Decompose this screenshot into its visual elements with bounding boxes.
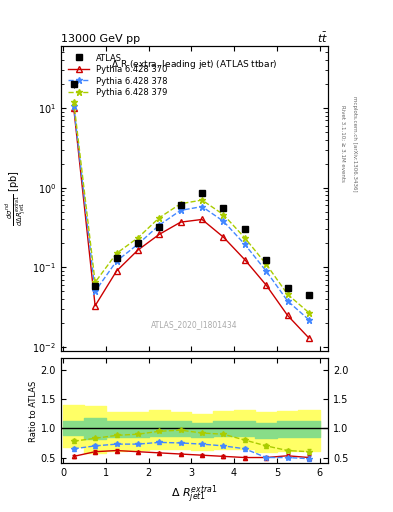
Text: $t\bar{t}$: $t\bar{t}$ bbox=[317, 30, 328, 45]
Text: mcplots.cern.ch [arXiv:1306.3436]: mcplots.cern.ch [arXiv:1306.3436] bbox=[352, 96, 357, 191]
Legend: ATLAS, Pythia 6.428 370, Pythia 6.428 378, Pythia 6.428 379: ATLAS, Pythia 6.428 370, Pythia 6.428 37… bbox=[65, 50, 171, 100]
Y-axis label: Ratio to ATLAS: Ratio to ATLAS bbox=[29, 380, 38, 441]
Text: Rivet 3.1.10; ≥ 3.1M events: Rivet 3.1.10; ≥ 3.1M events bbox=[340, 105, 345, 182]
Text: 13000 GeV pp: 13000 GeV pp bbox=[61, 34, 140, 44]
Text: ATLAS_2020_I1801434: ATLAS_2020_I1801434 bbox=[151, 321, 238, 329]
Y-axis label: $\frac{d\sigma^{nd}}{d\Delta R_{jet1}^{extra1}}$ [pb]: $\frac{d\sigma^{nd}}{d\Delta R_{jet1}^{e… bbox=[6, 170, 29, 226]
Text: $\Delta$ R (extra, leading jet) (ATLAS ttbar): $\Delta$ R (extra, leading jet) (ATLAS t… bbox=[111, 58, 278, 71]
X-axis label: $\Delta\ R_{jet1}^{extra1}$: $\Delta\ R_{jet1}^{extra1}$ bbox=[171, 484, 218, 506]
